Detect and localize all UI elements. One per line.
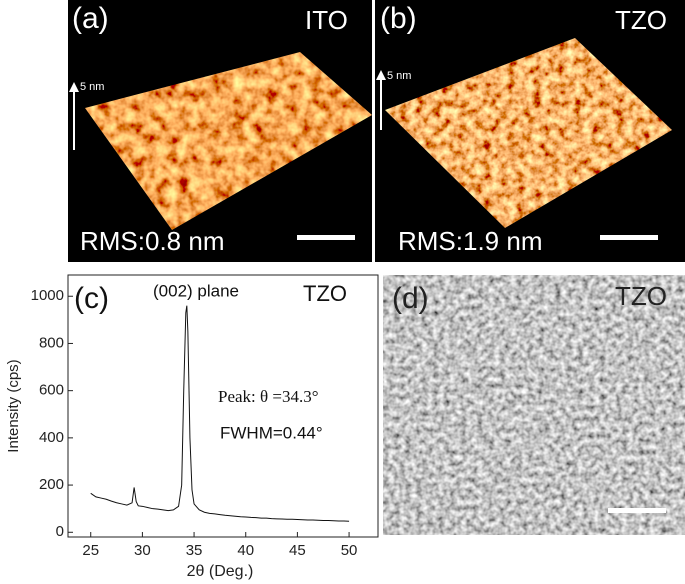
y-tick-label: 800 bbox=[39, 334, 64, 351]
material-label: TZO bbox=[615, 5, 667, 35]
xrd-chart: (c) TZO (002) plane Peak: θ =34.3° FWHM=… bbox=[5, 274, 379, 580]
x-tick-label: 45 bbox=[289, 542, 306, 559]
x-axis-label: 2θ (Deg.) bbox=[187, 563, 254, 580]
peak-label: (002) plane bbox=[153, 281, 239, 300]
material-label: TZO bbox=[615, 281, 667, 311]
panel-label: (a) bbox=[72, 2, 109, 35]
xrd-line bbox=[90, 305, 350, 522]
x-tick-label: 25 bbox=[82, 542, 99, 559]
scale-bar bbox=[600, 235, 658, 240]
panel-label: (c) bbox=[74, 282, 109, 315]
y-tick-label: 1000 bbox=[31, 287, 64, 304]
arrow-head bbox=[69, 82, 79, 92]
panel-label: (b) bbox=[380, 2, 417, 35]
sem-image bbox=[383, 275, 685, 535]
height-scale: 5 nm bbox=[80, 81, 104, 93]
material-label: ITO bbox=[305, 5, 348, 35]
arrow-head bbox=[376, 70, 386, 80]
panel-label: (d) bbox=[392, 282, 429, 315]
y-tick-label: 200 bbox=[39, 476, 64, 493]
y-tick-label: 0 bbox=[56, 523, 64, 540]
peak-annotation: Peak: θ =34.3° bbox=[218, 387, 319, 406]
plot-frame bbox=[67, 274, 379, 538]
x-tick-label: 40 bbox=[237, 542, 254, 559]
x-tick-label: 30 bbox=[134, 542, 151, 559]
y-tick-label: 400 bbox=[39, 429, 64, 446]
rms-label: RMS:0.8 nm bbox=[80, 226, 225, 256]
y-tick-label: 600 bbox=[39, 382, 64, 399]
rms-label: RMS:1.9 nm bbox=[398, 226, 543, 256]
fwhm-annotation: FWHM=0.44° bbox=[220, 423, 323, 442]
scale-bar bbox=[608, 508, 666, 513]
material-label: TZO bbox=[303, 281, 347, 306]
x-tick-label: 35 bbox=[186, 542, 203, 559]
height-scale: 5 nm bbox=[387, 70, 411, 82]
scale-bar bbox=[297, 235, 355, 240]
x-tick-label: 50 bbox=[341, 542, 358, 559]
y-axis-label: Intensity (cps) bbox=[5, 359, 22, 452]
